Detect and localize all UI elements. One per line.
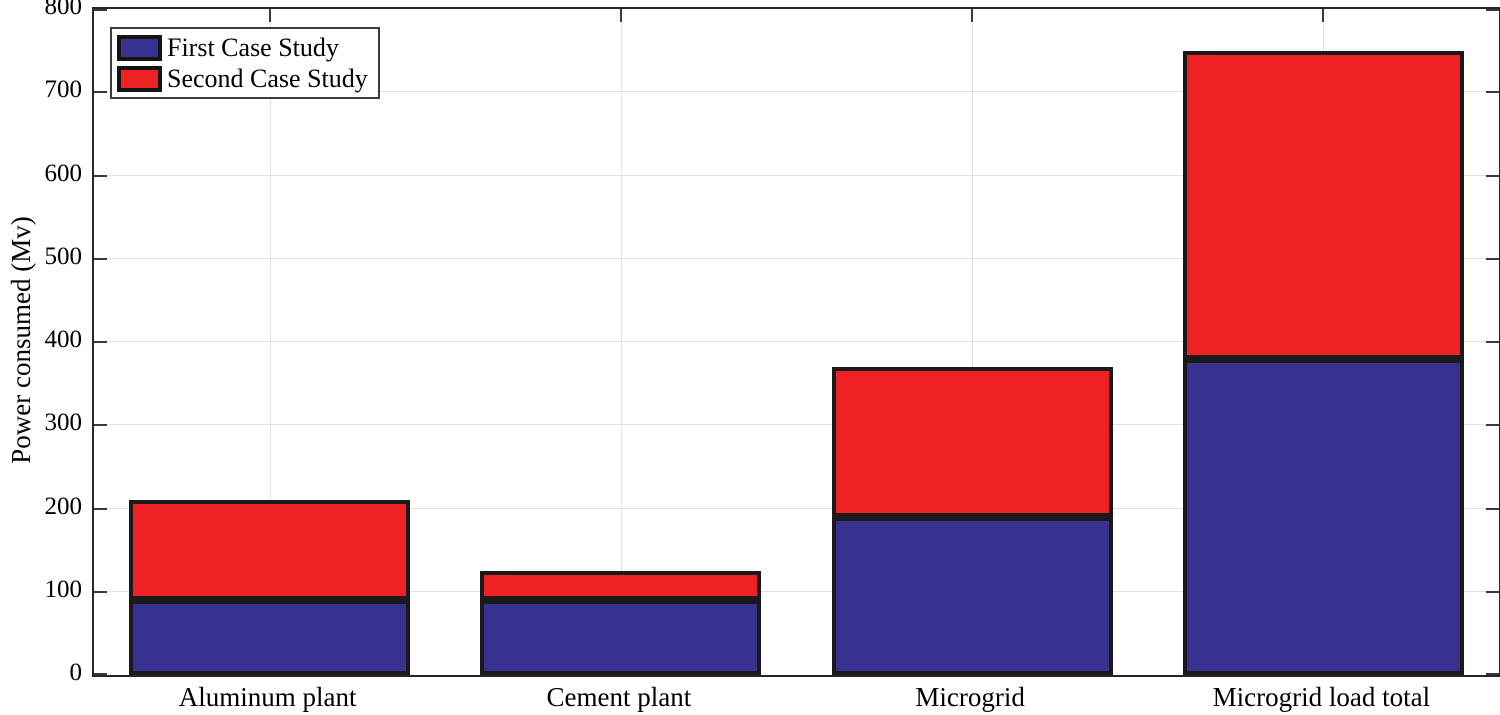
x-tick-label-1: Cement plant (546, 682, 692, 712)
x-tick-label-0: Aluminum plant (178, 682, 357, 712)
legend-swatch-second-case (117, 65, 162, 92)
h-gridline-600 (94, 174, 1499, 176)
y-tick-label-700: 700 (44, 76, 83, 104)
y-tick-left-200 (94, 507, 107, 510)
bar-aluminum-plant (129, 500, 410, 675)
y-tick-right-400 (1486, 341, 1499, 343)
v-gridline-2 (972, 9, 973, 675)
legend-label-second-case: Second Case Study (167, 63, 368, 93)
x-tick-top-3 (1322, 9, 1324, 22)
bar-microgrid-load-total (1183, 50, 1464, 675)
bar-segment-second-case-1 (480, 570, 761, 601)
bar-microgrid (832, 366, 1113, 675)
y-tick-left-700 (94, 91, 107, 94)
y-tick-left-0 (94, 673, 107, 675)
y-tick-right-0 (1486, 673, 1499, 675)
bar-segment-second-case-2 (832, 366, 1113, 517)
y-tick-label-400: 400 (44, 326, 83, 353)
legend-swatch-first-case (117, 34, 162, 61)
bar-segment-second-case-0 (129, 500, 410, 601)
y-tick-right-600 (1486, 174, 1499, 177)
h-gridline-300 (94, 424, 1499, 426)
y-tick-label-0: 0 (69, 659, 83, 686)
legend-item-second-case: Second Case Study (117, 63, 368, 94)
y-tick-left-100 (94, 590, 107, 593)
y-tick-left-800 (94, 9, 107, 11)
x-tick-label-3: Microgrid load total (1212, 682, 1431, 712)
h-gridline-500 (94, 257, 1499, 259)
legend: First Case Study Second Case Study (110, 27, 380, 99)
x-tick-top-0 (269, 9, 271, 22)
x-tick-top-2 (971, 9, 973, 22)
y-tick-label-800: 800 (44, 0, 83, 20)
y-tick-right-100 (1486, 590, 1499, 593)
legend-label-first-case: First Case Study (167, 32, 339, 62)
y-tick-right-800 (1486, 9, 1499, 11)
bar-segment-first-case-2 (832, 516, 1113, 675)
y-tick-label-600: 600 (44, 159, 83, 187)
bar-cement-plant (480, 570, 761, 675)
y-tick-left-500 (94, 257, 107, 260)
bar-segment-first-case-3 (1183, 358, 1464, 675)
legend-item-first-case: First Case Study (117, 32, 368, 63)
x-tick-label-2: Microgrid (915, 682, 1025, 712)
h-gridline-400 (94, 341, 1499, 342)
h-gridline-100 (94, 590, 1499, 592)
y-tick-left-600 (94, 174, 107, 177)
v-gridline-1 (621, 9, 622, 675)
h-gridline-700 (94, 91, 1499, 93)
y-tick-label-100: 100 (44, 575, 83, 603)
bar-segment-second-case-3 (1183, 50, 1464, 359)
y-tick-label-200: 200 (44, 492, 83, 520)
y-tick-right-700 (1486, 91, 1499, 94)
bar-segment-first-case-1 (480, 600, 761, 675)
v-gridline-0 (270, 9, 271, 675)
x-tick-top-1 (620, 9, 622, 22)
y-tick-label-300: 300 (44, 409, 83, 437)
y-tick-left-400 (94, 341, 107, 343)
plot-area: First Case Study Second Case Study (92, 7, 1500, 677)
y-tick-label-500: 500 (44, 242, 83, 270)
y-tick-right-200 (1486, 507, 1499, 510)
y-tick-right-300 (1486, 424, 1499, 427)
y-tick-left-300 (94, 424, 107, 427)
bar-segment-first-case-0 (129, 600, 410, 675)
y-tick-right-500 (1486, 257, 1499, 260)
h-gridline-200 (94, 507, 1499, 509)
